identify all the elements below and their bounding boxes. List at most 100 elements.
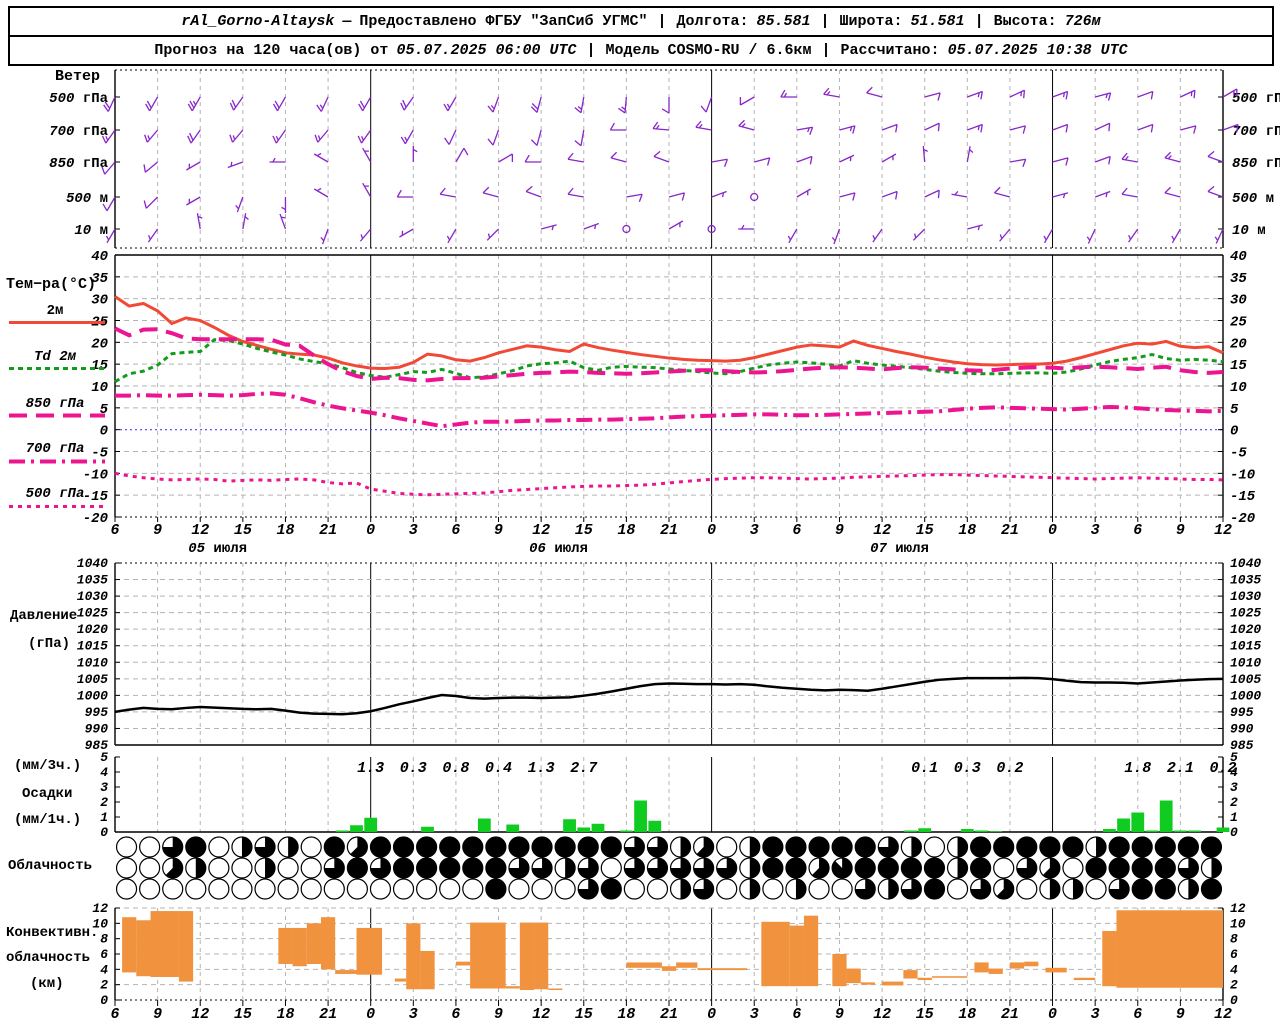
cloud-symbol [1108, 857, 1130, 879]
hour-tick-label: 6 [1133, 522, 1142, 539]
wind-barb [695, 120, 712, 131]
wind-level-label-right: 10 м [1232, 223, 1266, 239]
precip-bar [975, 830, 988, 832]
convective-bar [548, 988, 563, 991]
cloud-symbol [831, 836, 853, 858]
pressure-panel-title: Давление [10, 608, 78, 624]
precip-ytick-left: 0 [100, 825, 108, 840]
cloud-symbol [993, 836, 1015, 858]
wind-barb [881, 153, 897, 163]
hour-tick-label-bottom: 15 [916, 1006, 934, 1023]
wind-level-label-left: 500 м [66, 191, 108, 207]
cloud-symbol [716, 836, 738, 858]
cloud-symbol [531, 836, 553, 858]
pressure-ytick-right: 1020 [1230, 622, 1261, 637]
wind-barb [412, 146, 418, 162]
cloud-symbol [531, 857, 553, 879]
cloud-symbol [693, 878, 715, 900]
precip-bar [904, 830, 917, 832]
precip-3h-value: 0.3 [400, 760, 427, 777]
pressure-ytick-right: 995 [1230, 705, 1254, 720]
cloud-symbol [185, 857, 207, 879]
pressure-ytick-left: 985 [85, 738, 109, 753]
legend-label-td2m: Td 2м [33, 349, 76, 365]
convective-bar [519, 922, 535, 991]
wind-barb [574, 96, 585, 114]
wind-barb [823, 87, 840, 98]
conv-ytick-left: 10 [92, 916, 108, 931]
hour-tick-label-bottom: 12 [191, 1006, 209, 1023]
cloud-symbol [669, 878, 692, 900]
calc-time-value: 05.07.2025 10:38 UTC [947, 42, 1128, 59]
hour-tick-label: 9 [835, 522, 844, 539]
precip-3h-value: 1.8 [1124, 760, 1151, 777]
pressure-ytick-right: 990 [1230, 721, 1254, 736]
wind-barb [924, 189, 940, 199]
conv-ytick-right: 12 [1230, 901, 1246, 916]
cloud-symbol [854, 878, 876, 900]
wind-barb [1043, 228, 1054, 244]
hour-tick-label-bottom: 9 [494, 1006, 503, 1023]
wind-barb [1222, 88, 1238, 98]
wind-barb [272, 129, 286, 144]
convective-bar [150, 911, 179, 977]
pressure-series [114, 676, 1224, 716]
hour-tick-label-bottom: 12 [873, 1006, 891, 1023]
cloud-symbol [392, 836, 415, 858]
cloud-symbol [1062, 836, 1084, 858]
cloud-symbol [1108, 878, 1130, 900]
cloud-symbol [923, 878, 946, 900]
convective-bar [761, 921, 790, 987]
hour-tick-label-bottom: 15 [234, 1006, 252, 1023]
cloud-symbol [462, 857, 484, 879]
cloud-symbol [485, 836, 507, 858]
precip-ytick-left: 1 [100, 810, 108, 825]
hour-tick-label-bottom: 3 [750, 1006, 759, 1023]
pressure-ytick-left: 1020 [77, 622, 108, 637]
hour-tick-label: 18 [958, 522, 976, 539]
precip-3h-value: 1.3 [357, 760, 384, 777]
wind-level-label-right: 500 гПа [1232, 91, 1280, 107]
hour-tick-label: 12 [1214, 522, 1232, 539]
convective-bar [455, 961, 471, 966]
cloud-symbol [254, 878, 276, 900]
pressure-ytick-right: 1025 [1230, 606, 1261, 621]
hour-tick-label: 0 [1048, 522, 1057, 539]
precip-3h-value: 0.4 [485, 760, 512, 777]
calc-label: Рассчитано: [840, 42, 940, 59]
conv-units-label: (км) [30, 976, 64, 992]
precip-3h-value: 2.7 [570, 760, 598, 777]
wind-barb [1137, 90, 1154, 100]
wind-barb [839, 154, 855, 163]
precip-ytick-right: 0 [1230, 825, 1238, 840]
cloud-symbol [416, 857, 438, 879]
wind-barb [144, 129, 159, 143]
wind-barb [618, 96, 628, 114]
wind-barb [1164, 186, 1181, 198]
cloud-symbol [1039, 836, 1061, 858]
model-value: COSMO-RU / 6.6км [667, 42, 812, 59]
wind-barb [482, 186, 499, 198]
precip-ytick-left: 5 [100, 750, 108, 765]
wind-barb [498, 153, 514, 163]
wind-barb [1207, 150, 1224, 163]
wind-barb [1164, 151, 1181, 163]
cloud-symbol [877, 878, 899, 900]
wind-barb [839, 125, 856, 134]
cloud-symbol [739, 857, 761, 879]
wind-barb [487, 129, 500, 146]
wind-barb [831, 228, 841, 245]
wind-barb [186, 196, 201, 206]
pressure-ytick-right: 1010 [1230, 655, 1261, 670]
wind-barb [105, 228, 116, 244]
convective-bar [292, 927, 307, 967]
precip-3h-value: 0.3 [954, 760, 981, 777]
convective-bar [661, 966, 677, 971]
precip-3h-value: 0.8 [442, 760, 469, 777]
wind-barb [1222, 123, 1239, 133]
wind-level-label-left: 850 гПа [49, 156, 108, 172]
wind-barb [242, 213, 249, 230]
cloud-symbol [369, 836, 392, 858]
wind-level-label-right: 850 гПа [1232, 156, 1280, 172]
